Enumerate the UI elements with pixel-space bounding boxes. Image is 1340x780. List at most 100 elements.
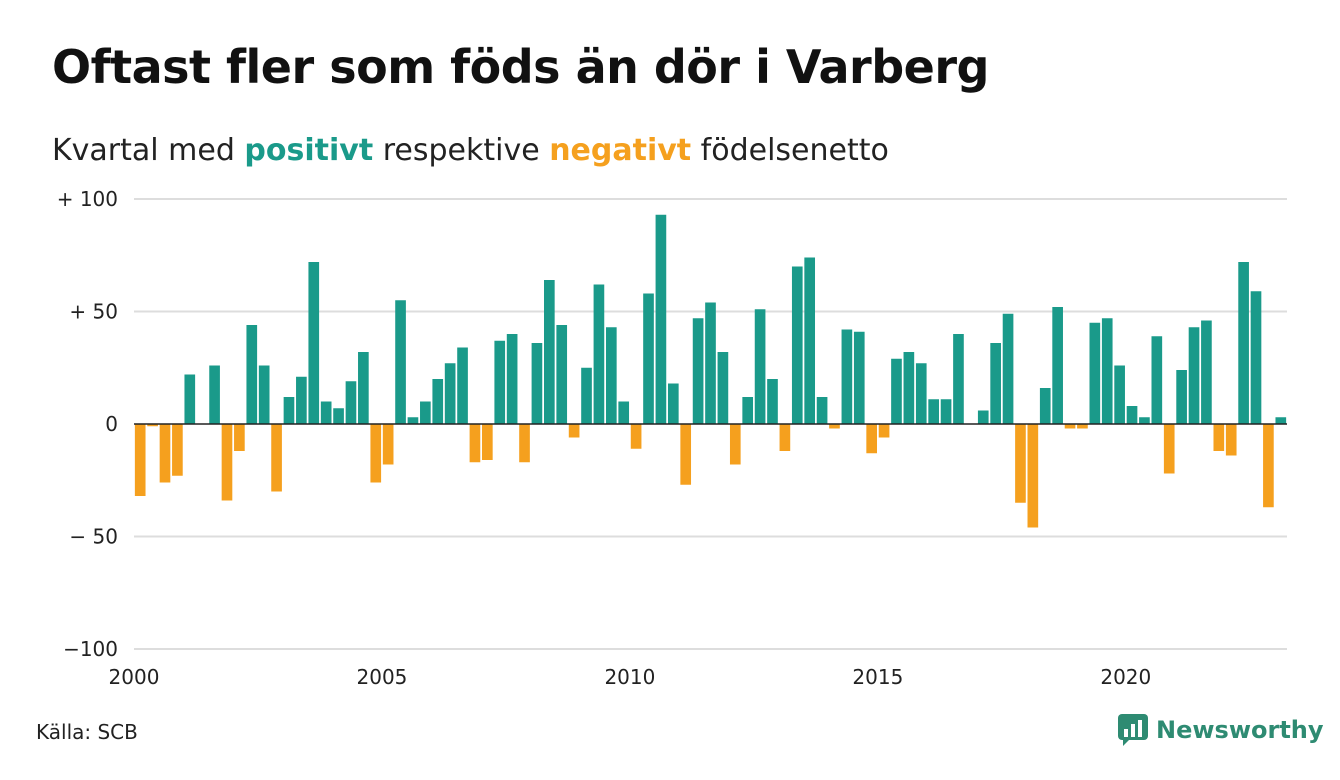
bar — [147, 424, 158, 427]
bar — [556, 325, 568, 424]
bar — [977, 410, 989, 424]
bar — [618, 401, 630, 424]
bar — [506, 334, 518, 424]
bar — [841, 329, 853, 424]
bar — [531, 343, 543, 424]
bar — [581, 367, 592, 424]
bar — [655, 214, 667, 424]
x-tick-label: 2005 — [357, 665, 408, 689]
bar — [1101, 318, 1113, 424]
bar — [630, 424, 642, 449]
bar — [1225, 424, 1237, 456]
bar — [1002, 313, 1014, 424]
x-tick-label: 2015 — [852, 665, 903, 689]
x-tick-label: 2000 — [109, 665, 160, 689]
bar — [283, 397, 295, 424]
bar — [990, 343, 1001, 424]
y-tick-label: −100 — [63, 637, 118, 661]
chart-subtitle: Kvartal med positivt respektive negativt… — [52, 133, 889, 168]
bar — [296, 376, 307, 424]
bar — [494, 340, 506, 424]
x-tick-label: 2010 — [604, 665, 655, 689]
bar — [605, 327, 617, 424]
brand-logo[interactable]: Newsworthy — [1118, 714, 1324, 746]
bar — [1188, 327, 1200, 424]
bar — [593, 284, 605, 424]
bar — [1064, 424, 1076, 429]
bar — [209, 365, 220, 424]
bar — [1077, 424, 1088, 429]
bar — [469, 424, 481, 463]
bar — [1201, 320, 1212, 424]
bar — [953, 334, 964, 424]
subtitle-negative-word: negativt — [549, 133, 692, 168]
bar — [791, 266, 803, 424]
bar — [940, 399, 952, 424]
bar — [779, 424, 791, 451]
bar — [382, 424, 394, 465]
bar — [1126, 406, 1138, 424]
subtitle-middle: respektive — [373, 133, 550, 168]
subtitle-prefix: Kvartal med — [52, 133, 245, 168]
subtitle-suffix: födelsenetto — [691, 133, 889, 168]
bar — [420, 401, 431, 424]
bars — [134, 214, 1287, 528]
bar — [754, 309, 766, 424]
bar — [320, 401, 332, 424]
bar — [903, 352, 915, 424]
bar — [717, 352, 729, 424]
bar — [1027, 424, 1039, 528]
bar — [692, 318, 704, 424]
bar — [172, 424, 183, 476]
bar — [680, 424, 692, 485]
bar — [1052, 307, 1063, 424]
bar — [891, 358, 902, 424]
bar — [234, 424, 245, 451]
bar — [1275, 417, 1287, 424]
bar — [729, 424, 741, 465]
bar — [804, 257, 816, 424]
bar — [1089, 322, 1101, 424]
bar — [308, 262, 320, 424]
bar — [915, 363, 927, 424]
bar — [246, 325, 258, 424]
bar — [866, 424, 877, 454]
bar — [1015, 424, 1026, 503]
bar — [928, 399, 939, 424]
bar — [1139, 417, 1150, 424]
bar — [667, 383, 679, 424]
brand-name: Newsworthy — [1156, 716, 1324, 744]
bar — [853, 331, 865, 424]
bar-chart: + 100 + 50 0 − 50 −100 2000 2005 2010 2015 2020 — [57, 187, 1287, 689]
gridlines — [134, 198, 1287, 650]
bar — [643, 293, 654, 424]
x-axis-ticks: 2000 2005 2010 2015 2020 — [109, 665, 1152, 689]
chart-title: Oftast fler som föds än dör i Varberg — [52, 40, 989, 94]
bar — [358, 352, 369, 424]
subtitle-positive-word: positivt — [244, 133, 374, 168]
bar — [544, 280, 555, 424]
bar — [457, 347, 468, 424]
bar — [767, 379, 778, 424]
bar — [878, 424, 890, 438]
bar — [1176, 370, 1187, 424]
y-tick-label: + 100 — [57, 187, 118, 211]
bar — [1114, 365, 1125, 424]
bar — [333, 408, 344, 424]
y-tick-label: 0 — [105, 412, 118, 436]
bar — [395, 300, 406, 424]
bar — [444, 363, 456, 424]
newsworthy-icon — [1118, 714, 1148, 746]
bar — [568, 424, 580, 438]
bar — [816, 397, 828, 424]
x-tick-label: 2020 — [1100, 665, 1151, 689]
bar — [1039, 388, 1051, 424]
bar — [184, 374, 196, 424]
bar — [1213, 424, 1225, 451]
bar — [221, 424, 233, 501]
bar — [134, 424, 146, 496]
bar — [370, 424, 382, 483]
y-tick-label: + 50 — [69, 300, 118, 324]
source-note: Källa: SCB — [36, 720, 138, 744]
bar — [258, 365, 270, 424]
